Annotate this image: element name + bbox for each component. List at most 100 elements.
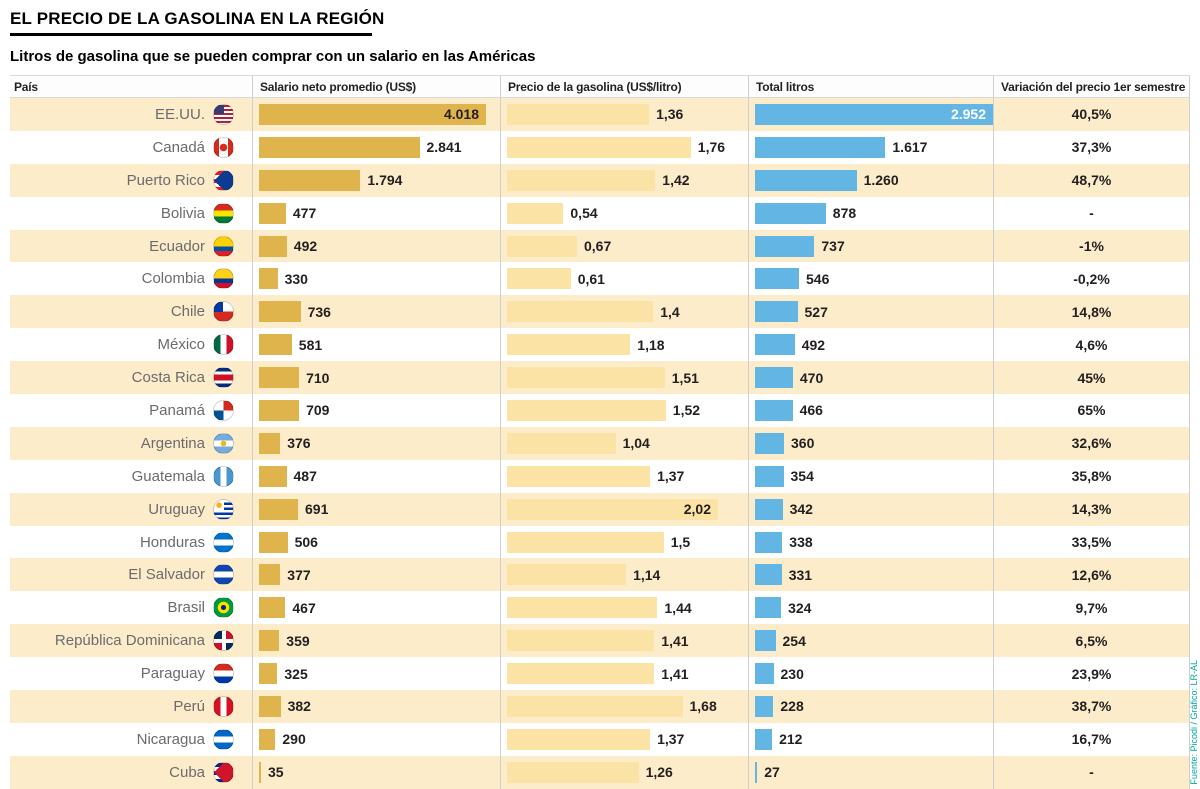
variation-cell: -0,2% [993, 262, 1190, 296]
liters-value: 878 [832, 205, 857, 222]
liters-value: 470 [799, 369, 824, 386]
liters-cell: 1.260 [748, 163, 993, 197]
flag-ni-icon [213, 728, 234, 750]
price-bar [507, 728, 651, 750]
salary-bar [259, 268, 278, 290]
salary-bar [259, 399, 300, 421]
liters-bar [755, 498, 783, 520]
flag-pr-icon [213, 169, 234, 191]
flag-pe-icon [213, 695, 234, 717]
price-value: 1,51 [671, 369, 699, 386]
salary-bar [259, 498, 298, 520]
variation-cell: 14,8% [993, 295, 1190, 329]
liters-bar [755, 169, 857, 191]
salary-bar [259, 235, 287, 257]
salary-value: 487 [293, 468, 317, 485]
country-label: Argentina [140, 434, 205, 452]
variation-value: - [1089, 764, 1094, 781]
table-row: Cuba 35 1,26 27 - [10, 755, 1190, 789]
variation-value: 4,6% [1075, 336, 1108, 353]
country-cell: Perú [10, 690, 252, 723]
variation-value: - [1089, 205, 1094, 222]
liters-bar [755, 761, 758, 783]
variation-value: 32,6% [1071, 435, 1112, 452]
country-label: Costa Rica [131, 369, 205, 387]
liters-cell: 2.952 [748, 98, 993, 131]
salary-cell: 710 [252, 361, 500, 395]
salary-value: 477 [292, 205, 317, 222]
price-cell: 1,41 [500, 657, 748, 691]
salary-value: 581 [298, 336, 323, 353]
price-bar [507, 630, 655, 652]
variation-value: 33,5% [1071, 534, 1112, 551]
salary-cell: 492 [252, 229, 500, 263]
price-value: 1,26 [645, 764, 673, 781]
price-cell: 1,51 [500, 361, 748, 395]
flag-bo-icon [213, 202, 234, 224]
variation-cell: 4,6% [993, 328, 1190, 362]
source-credit: Fuente: Picodi / Gráfico: LR-AL [1189, 660, 1199, 785]
variation-value: 35,8% [1071, 468, 1112, 485]
flag-br-icon [213, 597, 234, 619]
price-cell: 1,52 [500, 394, 748, 427]
salary-bar [259, 761, 261, 783]
liters-cell: 254 [748, 624, 993, 658]
variation-value: 40,5% [1071, 106, 1112, 123]
table-row: Puerto Rico 1.794 1,42 1.260 48,7% [10, 163, 1190, 197]
country-cell: Brasil [10, 591, 252, 624]
salary-bar [259, 728, 276, 750]
price-value: 1,37 [657, 468, 685, 485]
variation-value: 48,7% [1071, 172, 1112, 189]
price-bar [507, 564, 627, 586]
price-cell: 1,14 [500, 558, 748, 592]
flag-cr-icon [213, 367, 234, 389]
variation-cell: 16,7% [993, 722, 1190, 756]
liters-bar [755, 432, 784, 454]
country-cell: República Dominicana [10, 624, 252, 657]
country-cell: Colombia [10, 262, 252, 295]
price-value: 1,41 [661, 665, 689, 682]
country-cell: Canadá [10, 131, 252, 164]
liters-cell: 230 [748, 657, 993, 691]
liters-value: 546 [806, 270, 830, 287]
price-cell: 1,36 [500, 98, 748, 131]
variation-value: 6,5% [1075, 632, 1108, 649]
flag-cl-icon [213, 301, 234, 323]
price-cell: 1,18 [500, 328, 748, 362]
liters-cell: 360 [748, 426, 993, 460]
salary-value: 1.794 [367, 172, 403, 189]
variation-value: 45% [1077, 369, 1106, 386]
salary-cell: 359 [252, 624, 500, 658]
liters-bar [755, 663, 774, 685]
liters-cell: 878 [748, 196, 993, 230]
liters-value: 527 [804, 303, 828, 320]
variation-cell: 40,5% [993, 98, 1190, 131]
liters-bar [755, 695, 774, 717]
price-value: 2,02 [683, 501, 711, 518]
table-row: Panamá 709 1,52 466 65% [10, 394, 1190, 427]
price-cell: 1,44 [500, 591, 748, 625]
price-bar: 2,02 [507, 498, 718, 520]
liters-cell: 470 [748, 361, 993, 395]
price-bar [507, 695, 683, 717]
liters-cell: 546 [748, 262, 993, 296]
price-cell: 1,04 [500, 426, 748, 460]
country-label: Canadá [152, 138, 205, 156]
price-value: 1,76 [697, 139, 726, 156]
country-label: Brasil [167, 599, 205, 617]
salary-bar [259, 663, 278, 685]
variation-value: 16,7% [1071, 731, 1112, 748]
liters-bar [755, 136, 886, 158]
country-cell: Cuba [10, 756, 252, 789]
country-label: Chile [170, 303, 205, 321]
liters-bar [755, 301, 798, 323]
variation-value: 14,3% [1071, 501, 1112, 518]
flag-do-icon [213, 630, 234, 652]
salary-bar [259, 301, 301, 323]
country-label: Puerto Rico [126, 171, 205, 189]
flag-cu-icon [213, 761, 234, 783]
price-cell: 1,4 [500, 295, 748, 329]
liters-bar [755, 564, 782, 586]
column-header-variation: Variación del precio 1er semestre [993, 76, 1190, 97]
